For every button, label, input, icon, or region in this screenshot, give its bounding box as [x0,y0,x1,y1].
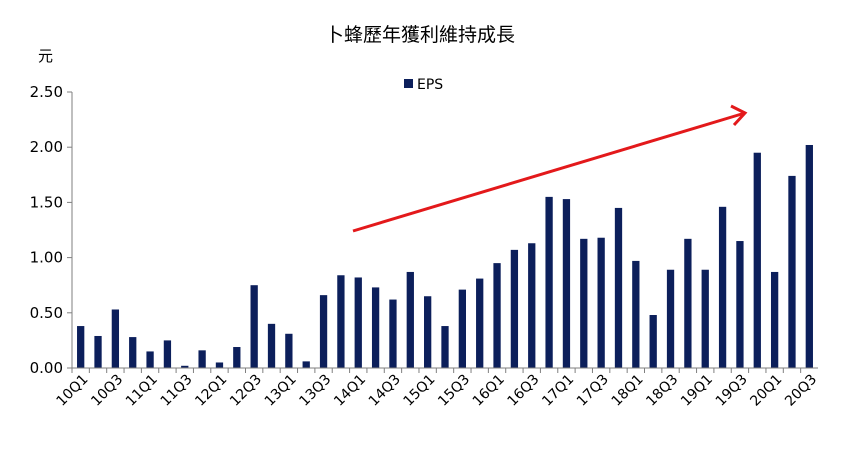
legend-label-eps: EPS [417,77,443,93]
bar-16Q1 [493,263,501,368]
bar-11Q3 [181,365,189,368]
x-tick-label: 14Q1 [331,372,369,410]
x-tick-label: 19Q3 [713,372,751,410]
bar-14Q2 [371,287,380,368]
legend-swatch [404,79,413,88]
bar-16Q4 [545,196,553,368]
x-tick-label: 12Q1 [192,372,230,410]
bar-15Q1 [424,296,432,368]
bar-13Q1 [285,333,293,368]
x-tick-label: 13Q1 [262,372,300,410]
bar-20Q2 [788,175,796,368]
growth-arrow-shaft [352,111,746,233]
x-tick-label: 20Q1 [747,372,785,410]
bar-19Q1 [701,269,709,368]
y-tick-label: 1.50 [30,193,63,211]
chart-title: 卜蜂歷年獲利維持成長 [325,24,515,46]
bar-18Q1 [632,260,640,368]
bar-18Q2 [649,315,657,368]
bar-20Q1 [770,271,779,368]
y-axis: 0.00 0.50 1.00 1.50 2.00 2.50 [30,83,72,377]
bar-10Q1 [77,326,85,368]
x-tick-label: 17Q3 [574,372,612,410]
x-tick-label: 16Q3 [505,372,543,410]
x-tick-label: 12Q3 [227,372,265,410]
y-tick-label: 2.50 [30,83,63,101]
bar-10Q3 [111,309,120,368]
bar-11Q2 [163,340,172,368]
bar-18Q4 [684,238,692,368]
bar-12Q2 [233,347,241,368]
x-tick-label: 20Q3 [782,372,820,410]
bar-15Q3 [458,289,466,368]
bar-10Q4 [129,337,137,368]
x-tick-label: 14Q3 [366,372,404,410]
bar-17Q4 [614,207,623,368]
x-tick-label: 17Q1 [539,372,577,410]
growth-arrow [352,104,748,233]
bar-10Q2 [94,335,102,368]
bar-19Q4 [753,152,761,368]
x-tick-label: 19Q1 [678,372,716,410]
y-tick-label: 0.00 [30,359,63,377]
bar-18Q3 [666,269,675,368]
y-axis-unit-label: 元 [38,47,53,65]
growth-arrow-head [730,104,748,127]
bar-17Q1 [562,199,571,368]
bar-17Q2 [580,238,588,368]
y-tick-label: 1.00 [30,249,63,267]
bar-16Q3 [528,243,536,368]
bar-16Q2 [510,249,519,368]
bar-14Q4 [406,271,414,368]
x-tick-label: 15Q3 [435,372,473,410]
bar-15Q4 [476,278,484,368]
x-tick-label: 11Q3 [158,372,196,410]
x-tick-label: 11Q1 [123,372,161,410]
bars [77,144,813,368]
bar-13Q2 [302,361,310,368]
x-tick-label: 16Q1 [470,372,508,410]
x-axis-labels: 10Q110Q311Q111Q312Q112Q313Q113Q314Q114Q3… [54,368,820,410]
bar-17Q3 [597,237,605,368]
bar-12Q4 [267,323,276,368]
bar-14Q1 [354,277,362,368]
legend: EPS [404,77,443,93]
x-tick-label: 10Q1 [54,372,92,410]
bar-12Q1 [215,362,224,368]
bar-19Q3 [736,241,744,368]
y-tick-label: 0.50 [30,304,63,322]
bar-20Q3 [805,144,813,368]
bar-11Q1 [146,351,154,368]
bar-13Q4 [337,275,345,368]
x-tick-label: 13Q3 [296,372,334,410]
x-tick-label: 15Q1 [401,372,439,410]
bar-11Q4 [198,350,206,368]
bar-14Q3 [389,299,397,368]
x-tick-label: 18Q1 [609,372,647,410]
bar-19Q2 [718,206,727,368]
bar-13Q3 [319,295,328,368]
x-tick-label: 18Q3 [643,372,681,410]
y-tick-label: 2.00 [30,138,63,156]
bar-15Q2 [441,326,449,368]
x-tick-label: 10Q3 [88,372,126,410]
bar-12Q3 [250,285,258,368]
